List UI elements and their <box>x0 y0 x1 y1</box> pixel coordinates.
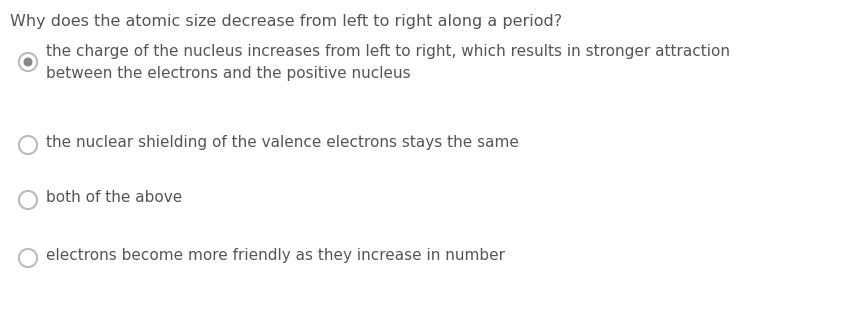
Text: the nuclear shielding of the valence electrons stays the same: the nuclear shielding of the valence ele… <box>46 135 518 150</box>
Circle shape <box>19 249 37 267</box>
Circle shape <box>19 53 37 71</box>
Circle shape <box>19 136 37 154</box>
Circle shape <box>24 58 32 67</box>
Text: both of the above: both of the above <box>46 190 182 205</box>
Text: Why does the atomic size decrease from left to right along a period?: Why does the atomic size decrease from l… <box>10 14 562 29</box>
Text: the charge of the nucleus increases from left to right, which results in stronge: the charge of the nucleus increases from… <box>46 44 730 81</box>
Circle shape <box>19 191 37 209</box>
Text: electrons become more friendly as they increase in number: electrons become more friendly as they i… <box>46 248 505 263</box>
